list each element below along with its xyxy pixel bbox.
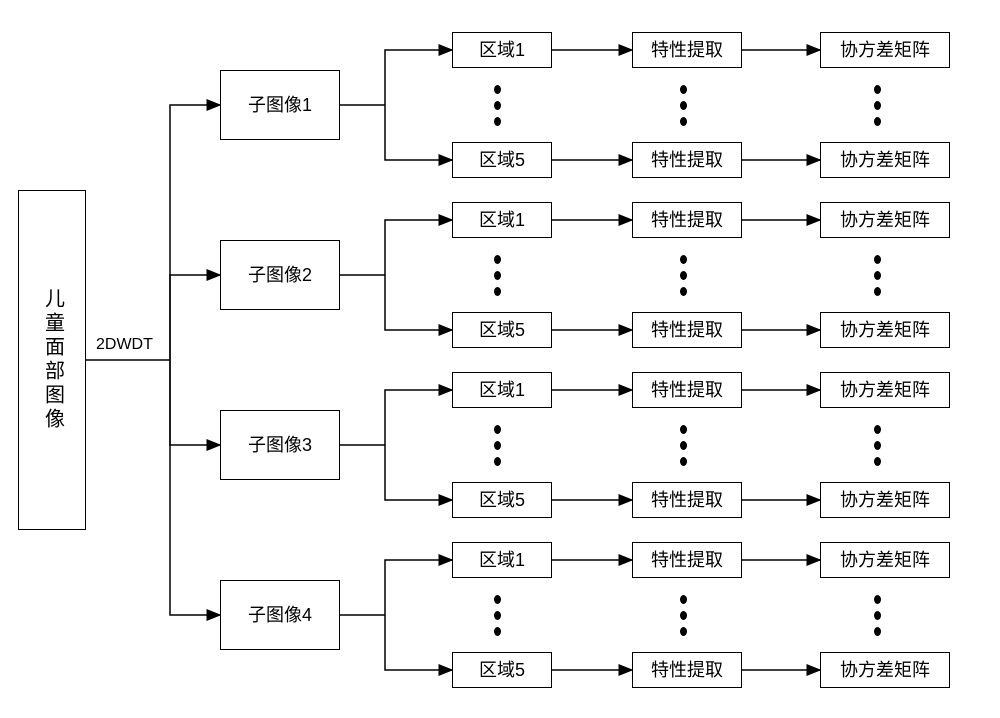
covariance-matrix-node: 协方差矩阵 xyxy=(820,142,950,178)
feature-extract-node: 特性提取 xyxy=(632,312,742,348)
feature-extract-node: 特性提取 xyxy=(632,202,742,238)
feature-extract-node: 特性提取 xyxy=(632,542,742,578)
covariance-matrix-node: 协方差矩阵 xyxy=(820,312,950,348)
feature-extract-node: 特性提取 xyxy=(632,372,742,408)
vertical-ellipsis xyxy=(680,85,687,126)
feature-extract-node: 特性提取 xyxy=(632,32,742,68)
vertical-ellipsis xyxy=(494,255,501,296)
vertical-ellipsis xyxy=(494,85,501,126)
vertical-ellipsis xyxy=(874,85,881,126)
vertical-ellipsis xyxy=(680,255,687,296)
region-node: 区域1 xyxy=(452,202,552,238)
input-node: 儿童面部图像 xyxy=(18,190,86,530)
region-node: 区域1 xyxy=(452,372,552,408)
vertical-ellipsis xyxy=(494,595,501,636)
feature-extract-node: 特性提取 xyxy=(632,652,742,688)
input-label: 儿童面部图像 xyxy=(40,288,65,432)
subimage-node-1: 子图像1 xyxy=(220,70,340,140)
feature-extract-node: 特性提取 xyxy=(632,482,742,518)
covariance-matrix-node: 协方差矩阵 xyxy=(820,482,950,518)
region-node: 区域5 xyxy=(452,312,552,348)
covariance-matrix-node: 协方差矩阵 xyxy=(820,202,950,238)
region-node: 区域5 xyxy=(452,142,552,178)
vertical-ellipsis xyxy=(680,595,687,636)
vertical-ellipsis xyxy=(874,425,881,466)
covariance-matrix-node: 协方差矩阵 xyxy=(820,652,950,688)
transform-edge-label: 2DWDT xyxy=(96,336,153,354)
subimage-node-2: 子图像2 xyxy=(220,240,340,310)
feature-extract-node: 特性提取 xyxy=(632,142,742,178)
covariance-matrix-node: 协方差矩阵 xyxy=(820,32,950,68)
vertical-ellipsis xyxy=(874,255,881,296)
vertical-ellipsis xyxy=(680,425,687,466)
region-node: 区域5 xyxy=(452,482,552,518)
covariance-matrix-node: 协方差矩阵 xyxy=(820,542,950,578)
subimage-node-4: 子图像4 xyxy=(220,580,340,650)
vertical-ellipsis xyxy=(874,595,881,636)
region-node: 区域5 xyxy=(452,652,552,688)
vertical-ellipsis xyxy=(494,425,501,466)
region-node: 区域1 xyxy=(452,32,552,68)
region-node: 区域1 xyxy=(452,542,552,578)
covariance-matrix-node: 协方差矩阵 xyxy=(820,372,950,408)
subimage-node-3: 子图像3 xyxy=(220,410,340,480)
